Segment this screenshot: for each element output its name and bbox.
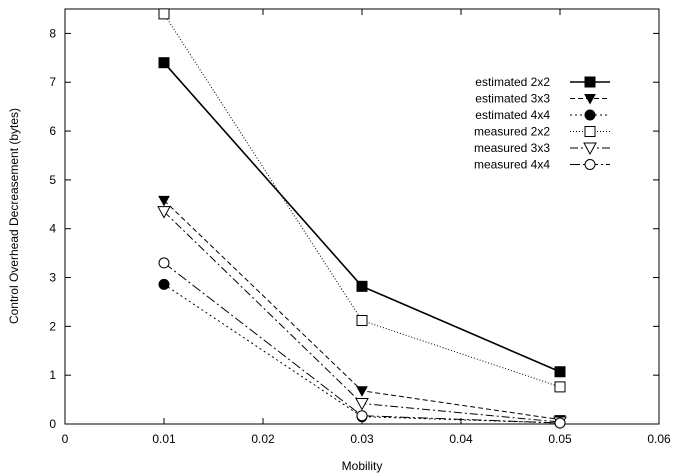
legend-label: measured 4x4	[474, 158, 550, 172]
legend-marker	[584, 109, 596, 121]
legend-item: measured 3x3	[474, 141, 610, 156]
x-tick-label: 0.02	[251, 432, 275, 446]
x-axis: 0 0.01 0.02 0.03 0.04 0.05 0.06	[62, 9, 671, 446]
series-measured-4x4	[158, 257, 566, 429]
legend-marker	[584, 126, 596, 137]
legend-label: measured 2x2	[474, 125, 550, 139]
y-tick-label: 0	[49, 417, 56, 431]
y-tick-label: 4	[49, 222, 56, 236]
series-line	[163, 262, 561, 424]
legend-item: measured 4x4	[474, 158, 610, 172]
data-point	[158, 278, 170, 290]
y-tick-label: 5	[49, 173, 56, 187]
series-line	[163, 13, 561, 388]
legend-label: estimated 3x3	[475, 92, 550, 106]
x-tick-label: 0.05	[548, 432, 572, 446]
data-point	[554, 417, 566, 429]
legend: estimated 2x2 estimated 3x3 estimated 4x4 m…	[474, 75, 610, 172]
data-point	[356, 410, 368, 422]
legend-item: estimated 4x4	[475, 108, 610, 122]
legend-marker	[584, 94, 596, 105]
y-tick-label: 8	[49, 26, 56, 40]
data-point	[355, 397, 369, 411]
data-point	[554, 381, 566, 393]
legend-item: estimated 2x2	[475, 75, 610, 89]
y-tick-label: 3	[49, 271, 56, 285]
legend-marker	[584, 76, 596, 88]
data-point	[554, 366, 566, 378]
x-tick-label: 0.06	[647, 432, 671, 446]
x-tick-label: 0.01	[152, 432, 176, 446]
x-axis-label: Mobility	[342, 459, 383, 473]
data-point	[157, 206, 171, 219]
plot-frame	[64, 8, 660, 425]
series-layer	[157, 8, 567, 430]
y-axis-label: Control Overhead Decreasement (bytes)	[7, 108, 21, 324]
legend-label: estimated 4x4	[475, 108, 550, 122]
data-point	[158, 57, 170, 69]
legend-item: measured 2x2	[474, 125, 610, 139]
data-point	[356, 280, 368, 292]
y-tick-label: 1	[49, 368, 56, 382]
data-point	[356, 314, 368, 326]
series-estimated-3x3	[158, 195, 566, 426]
data-point	[356, 386, 368, 397]
x-tick-label: 0.03	[350, 432, 374, 446]
series-estimated-2x2	[158, 57, 566, 378]
data-point	[158, 8, 170, 20]
data-point	[158, 195, 170, 207]
legend-marker	[583, 142, 597, 156]
series-measured-2x2	[158, 8, 566, 393]
legend-item: estimated 3x3	[475, 92, 610, 106]
y-axis: 0 1 2 3 4 5 6 7 8	[49, 26, 659, 431]
y-tick-label: 6	[49, 124, 56, 138]
y-tick-label: 7	[49, 75, 56, 89]
legend-marker	[584, 159, 596, 170]
y-tick-label: 2	[49, 319, 56, 333]
x-tick-label: 0.04	[449, 432, 473, 446]
x-tick-label: 0	[62, 432, 69, 446]
data-point	[158, 257, 170, 269]
legend-label: measured 3x3	[474, 141, 550, 155]
legend-label: estimated 2x2	[475, 75, 550, 89]
